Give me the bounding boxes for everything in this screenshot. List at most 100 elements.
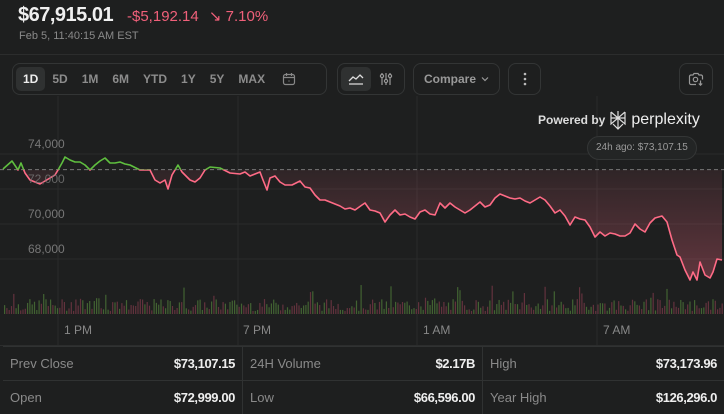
volume-bar [654, 310, 657, 314]
volume-bar [388, 308, 390, 314]
current-price: $67,915.01 [18, 4, 114, 26]
volume-bar [401, 301, 404, 314]
range-1y[interactable]: 1Y [181, 72, 196, 86]
volume-bar [535, 306, 537, 314]
line-chart-icon[interactable] [341, 67, 371, 91]
volume-bar [682, 302, 684, 314]
volume-bar [549, 310, 551, 314]
volume-bar [569, 310, 571, 314]
volume-bar [657, 299, 659, 314]
volume-bar [326, 299, 328, 314]
volume-bar [298, 305, 300, 314]
volume-bar [581, 293, 583, 314]
volume-bar [132, 305, 134, 314]
stat-value: $66,596.00 [413, 390, 475, 405]
volume-bar [622, 305, 624, 314]
x-tick-label: 7 PM [243, 323, 272, 337]
range-max[interactable]: MAX [238, 72, 266, 86]
volume-bar [447, 302, 450, 314]
volume-bar [335, 308, 337, 314]
compare-button[interactable]: Compare [413, 63, 500, 95]
screenshot-button[interactable] [679, 63, 713, 95]
volume-bar [130, 305, 132, 314]
volume-bar [461, 300, 463, 314]
sliders-icon[interactable] [371, 67, 401, 91]
volume-bar [438, 301, 440, 314]
volume-bar [498, 299, 500, 314]
volume-bar [181, 302, 183, 314]
volume-bar [641, 309, 643, 314]
volume-bar [293, 305, 295, 314]
volume-bar [627, 310, 629, 314]
volume-bar [454, 301, 456, 314]
volume-bar [613, 300, 615, 314]
volume-bar [105, 294, 107, 314]
range-6m[interactable]: 6M [112, 72, 130, 86]
volume-bar [215, 299, 217, 314]
y-tick-label: 72,000 [28, 172, 65, 186]
stat-open: Open $72,999.00 [3, 380, 243, 414]
volume-bar [123, 305, 125, 314]
volume-bar [606, 310, 608, 314]
volume-bar [666, 288, 668, 314]
volume-bar [52, 305, 54, 314]
volume-bar [493, 310, 496, 314]
stat-year-high: Year High $126,296.0 [483, 380, 724, 414]
volume-bar [275, 302, 277, 314]
volume-bar [116, 301, 118, 314]
volume-bar [365, 309, 367, 314]
volume-bar [128, 309, 130, 314]
volume-bar [431, 300, 433, 314]
stat-value: $73,173.96 [655, 356, 717, 371]
volume-bar [29, 299, 31, 314]
volume-bar [418, 302, 420, 314]
range-5d[interactable]: 5D [52, 72, 68, 86]
y-tick-label: 74,000 [28, 137, 65, 151]
volume-bar [169, 301, 171, 314]
volume-bar [362, 308, 364, 314]
volume-bar [579, 287, 581, 314]
range-5y[interactable]: 5Y [209, 72, 225, 86]
down-arrow-icon: ↘ [208, 8, 222, 25]
volume-bar [217, 306, 220, 314]
volume-bar [125, 300, 128, 314]
volume-bar [397, 302, 399, 314]
volume-bar [427, 300, 429, 314]
volume-bar [70, 302, 72, 314]
volume-bar [415, 308, 417, 314]
range-1m[interactable]: 1M [81, 72, 99, 86]
volume-bar [66, 310, 68, 314]
volume-bar [192, 306, 194, 314]
volume-bar [323, 302, 325, 314]
x-tick-label: 1 PM [64, 323, 93, 337]
volume-bar [719, 307, 721, 314]
volume-bar [634, 301, 636, 314]
volume-bar [505, 309, 507, 314]
volume-bar [77, 305, 79, 314]
stat-value: $2.17B [435, 356, 475, 371]
volume-bar [611, 302, 613, 314]
volume-bar [677, 307, 680, 314]
volume-bar [50, 299, 52, 314]
volume-bar [89, 301, 91, 314]
volume-bar [675, 306, 677, 314]
volume-bar [404, 302, 406, 314]
calendar-icon[interactable] [272, 67, 306, 91]
volume-bar [510, 302, 512, 314]
volume-bar [33, 301, 36, 314]
volume-bar [165, 308, 167, 314]
volume-bar [75, 299, 77, 314]
price-line-up [2, 156, 226, 170]
range-ytd[interactable]: YTD [143, 72, 168, 86]
volume-bar [487, 306, 489, 314]
volume-bar [211, 301, 213, 314]
volume-bar [220, 309, 222, 314]
stat-24h-volume: 24H Volume $2.17B [243, 346, 483, 380]
volume-bar [121, 303, 123, 314]
more-options-button[interactable] [508, 63, 541, 95]
divider [0, 54, 724, 55]
range-1d[interactable]: 1D [16, 67, 46, 91]
volume-bar [496, 304, 498, 314]
volume-bar [270, 303, 272, 314]
volume-bar [567, 307, 569, 314]
